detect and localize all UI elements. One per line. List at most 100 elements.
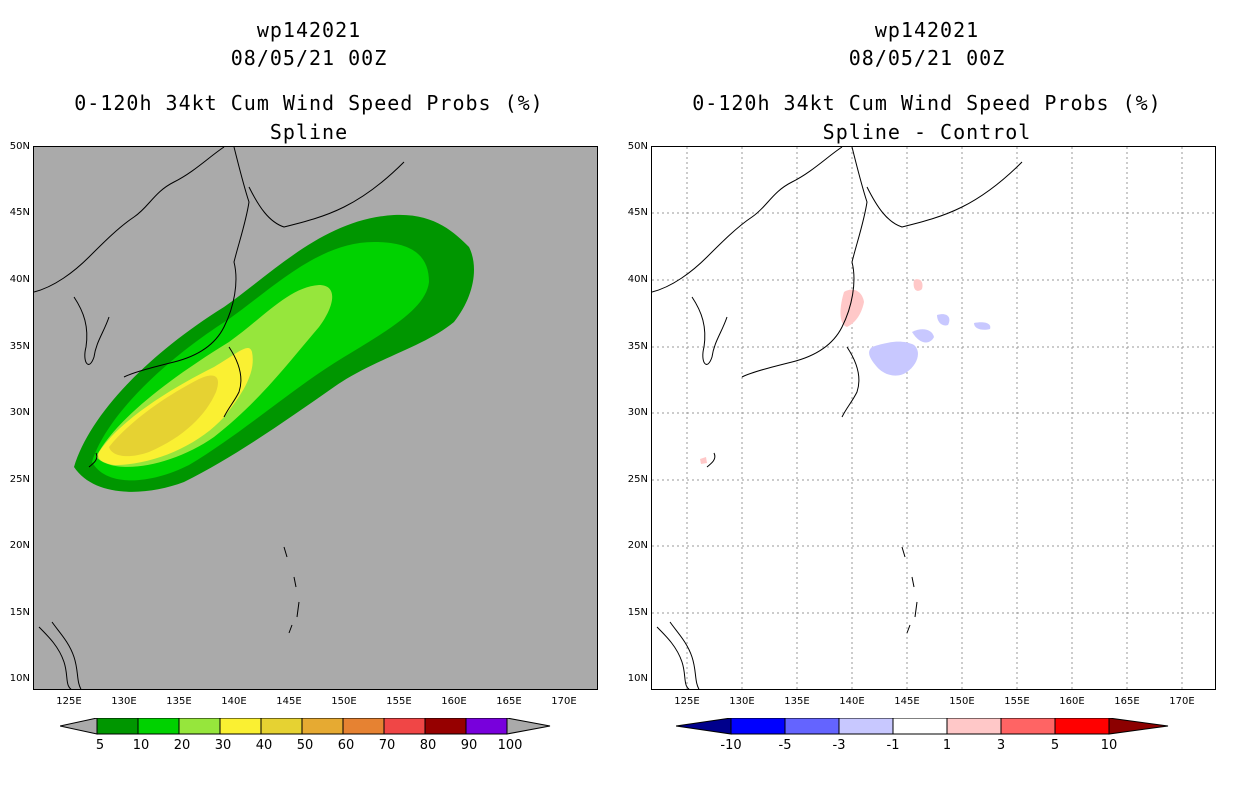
cbar-swatch <box>96 718 139 735</box>
lat-label: 40N <box>627 274 648 285</box>
cbar-label: 20 <box>173 738 191 753</box>
datetime: 08/05/21 00Z <box>230 46 388 70</box>
cbar-under <box>60 718 98 735</box>
lat-label: 50N <box>627 141 648 152</box>
lon-label: 165E <box>1114 696 1140 707</box>
cbar-label: 1 <box>942 738 952 753</box>
cbar-label: -10 <box>720 738 742 753</box>
lon-label: 165E <box>496 696 522 707</box>
coastlines <box>652 147 1023 689</box>
graticule <box>652 147 1215 689</box>
lat-label: 15N <box>9 607 30 618</box>
lat-label: 45N <box>9 207 30 218</box>
cbar-swatch <box>730 718 786 735</box>
lon-label: 155E <box>386 696 412 707</box>
lon-label: 145E <box>276 696 302 707</box>
lon-label: 170E <box>1169 696 1195 707</box>
difference-map <box>651 146 1216 690</box>
product-title: 0-120h 34kt Cum Wind Speed Probs (%) <box>74 91 544 115</box>
cbar-label: -5 <box>778 738 792 753</box>
lon-label: 130E <box>111 696 137 707</box>
lon-label: 135E <box>784 696 810 707</box>
lat-label: 10N <box>9 673 30 684</box>
probability-map-svg <box>34 147 597 689</box>
lat-label: 30N <box>627 407 648 418</box>
cbar-label: -3 <box>832 738 846 753</box>
lat-label: 45N <box>627 207 648 218</box>
lon-label: 125E <box>674 696 700 707</box>
lat-label: 25N <box>9 474 30 485</box>
cbar-label: 3 <box>996 738 1006 753</box>
cbar-label: 50 <box>296 738 314 753</box>
cbar-label: 5 <box>95 738 105 753</box>
cbar-under <box>676 718 732 735</box>
lon-label: 160E <box>441 696 467 707</box>
prob-contour-40 <box>109 375 219 457</box>
datetime: 08/05/21 00Z <box>848 46 1006 70</box>
map-background <box>652 147 1215 689</box>
cbar-label: 10 <box>132 738 150 753</box>
lon-label: 140E <box>839 696 865 707</box>
subtitle: Spline <box>269 120 349 144</box>
lon-label: 145E <box>894 696 920 707</box>
diff-negative-patch <box>869 341 918 376</box>
lat-label: 20N <box>9 540 30 551</box>
cbar-swatch <box>178 718 221 735</box>
lat-label: 50N <box>9 141 30 152</box>
cbar-swatch <box>946 718 1002 735</box>
storm-id: wp142021 <box>874 18 980 42</box>
lat-label: 35N <box>9 341 30 352</box>
cbar-swatch <box>838 718 894 735</box>
lon-label: 160E <box>1059 696 1085 707</box>
cbar-swatch <box>137 718 180 735</box>
cbar-swatch <box>383 718 426 735</box>
lat-label: 25N <box>627 474 648 485</box>
cbar-swatch <box>342 718 385 735</box>
cbar-label: 70 <box>378 738 396 753</box>
left-panel: wp142021 08/05/21 00Z 0-120h 34kt Cum Wi… <box>9 18 598 753</box>
lat-label: 20N <box>627 540 648 551</box>
cbar-label: 30 <box>214 738 232 753</box>
cbar-label: 90 <box>460 738 478 753</box>
product-title: 0-120h 34kt Cum Wind Speed Probs (%) <box>692 91 1162 115</box>
cbar-swatch <box>301 718 344 735</box>
difference-map-svg <box>652 147 1215 689</box>
diff-negative-patch <box>912 329 934 343</box>
lon-label: 140E <box>221 696 247 707</box>
probability-map <box>33 146 598 690</box>
subtitle: Spline - Control <box>822 120 1032 144</box>
cbar-label: 100 <box>497 738 523 753</box>
cbar-swatch <box>260 718 303 735</box>
cbar-swatch <box>219 718 262 735</box>
right-panel: wp142021 08/05/21 00Z 0-120h 34kt Cum Wi… <box>618 0 1236 800</box>
cbar-over <box>506 718 551 735</box>
cbar-swatch <box>892 718 948 735</box>
lon-label: 130E <box>729 696 755 707</box>
lon-label: 135E <box>166 696 192 707</box>
cbar-label: -1 <box>886 738 900 753</box>
coastlines <box>34 147 405 689</box>
lon-label: 170E <box>551 696 577 707</box>
lat-label: 30N <box>9 407 30 418</box>
lat-label: 40N <box>9 274 30 285</box>
lon-label: 155E <box>1004 696 1030 707</box>
lon-label: 125E <box>56 696 82 707</box>
lat-label: 15N <box>627 607 648 618</box>
lon-label: 150E <box>331 696 357 707</box>
cbar-swatch <box>424 718 467 735</box>
cbar-swatch <box>1054 718 1110 735</box>
colorbar <box>676 718 1169 735</box>
cbar-label: 10 <box>1100 738 1118 753</box>
storm-id: wp142021 <box>256 18 362 42</box>
lat-label: 35N <box>627 341 648 352</box>
cbar-label: 40 <box>255 738 273 753</box>
lon-label: 150E <box>949 696 975 707</box>
colorbar <box>60 718 551 735</box>
diff-positive-patch <box>913 279 923 291</box>
diff-negative-patch <box>937 314 950 326</box>
cbar-swatch <box>784 718 840 735</box>
cbar-swatch <box>1000 718 1056 735</box>
diff-negative-patch <box>974 322 991 330</box>
diff-positive-patch <box>700 457 707 464</box>
cbar-swatch <box>465 718 508 735</box>
